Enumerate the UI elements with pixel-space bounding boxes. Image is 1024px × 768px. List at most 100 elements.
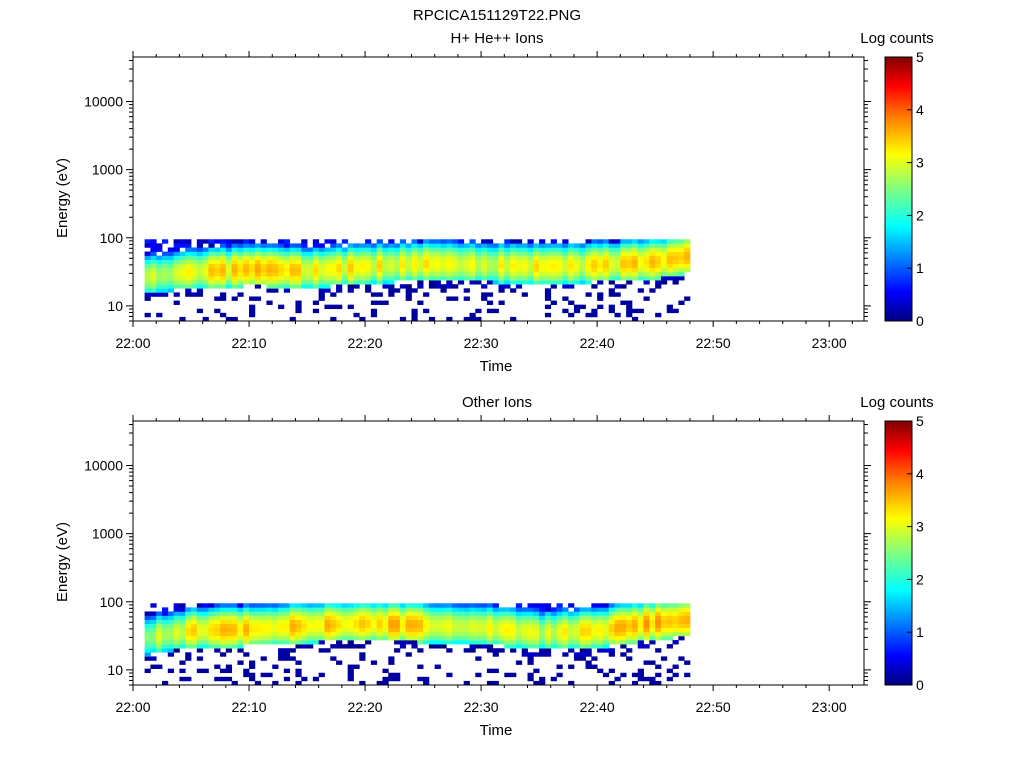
heatmap-cell [515,243,523,248]
heatmap-cell [376,607,383,612]
heatmap-cell [637,263,644,269]
heatmap-cell [243,259,250,265]
heatmap-cell [150,664,157,669]
heatmap-cell [614,247,621,252]
heatmap-cell [446,623,453,629]
heatmap-cell [515,271,523,277]
heatmap-cell [620,243,627,248]
heatmap-cell [672,239,679,244]
heatmap-cell [249,640,256,645]
heatmap-cell [295,263,302,269]
heatmap-cell [568,267,575,273]
heatmap-cell [347,623,354,629]
heatmap-cell [486,680,494,686]
heatmap-cell [399,631,407,637]
heatmap-cell [568,280,575,285]
heatmap-cell [452,623,459,629]
heatmap-cell [620,611,627,616]
heatmap-cell [515,615,523,620]
heatmap-cell [225,267,233,273]
heatmap-cell [481,640,488,645]
heatmap-cell [185,635,192,641]
heatmap-cell [214,664,221,669]
heatmap-cell [191,640,198,645]
heatmap-cell [562,284,569,289]
heatmap-cell [544,247,552,252]
heatmap-cell [539,648,546,653]
heatmap-cell [359,255,366,261]
heatmap-cell [196,615,204,620]
heatmap-cell [533,668,540,674]
heatmap-cell [324,263,331,269]
heatmap-cell [353,611,360,616]
heatmap-cell [428,280,436,285]
heatmap-cell [527,271,534,277]
heatmap-cell [585,627,592,633]
heatmap-cell [231,243,238,248]
heatmap-cell [405,296,412,301]
heatmap-cell [191,631,198,637]
heatmap-cell [585,635,592,641]
heatmap-cell [202,251,209,256]
colorbar-tick-label: 5 [916,49,924,65]
heatmap-cell [527,676,534,682]
heatmap-cell [504,623,511,629]
heatmap-cell [481,631,488,637]
heatmap-cell [655,631,662,637]
colorbar-tick-label: 3 [916,155,924,171]
heatmap-cell [678,243,685,248]
heatmap-cell [504,263,511,269]
heatmap-cell [289,271,296,277]
heatmap-cell [196,284,204,289]
colorbar-tick-label: 0 [916,677,924,693]
heatmap-cell [202,635,209,641]
heatmap-cell [353,243,360,248]
heatmap-cell [539,640,546,645]
heatmap-cell [405,292,412,297]
heatmap-cell [428,644,436,649]
heatmap-cell [167,251,175,256]
heatmap-cell [457,251,465,256]
heatmap-cell [579,635,586,641]
heatmap-cell [684,263,691,269]
heatmap-cell [428,255,436,261]
heatmap-cell [254,284,262,289]
heatmap-cell [463,247,470,252]
heatmap-cell [428,603,436,608]
heatmap-cell [620,300,627,305]
heatmap-cell [399,623,407,629]
heatmap-cell [533,247,540,252]
heatmap-cell [504,259,511,265]
heatmap-cell [196,623,204,629]
heatmap-cell [278,615,285,620]
heatmap-cell [446,239,453,244]
heatmap-cell [486,247,494,252]
heatmap-cell [533,276,540,281]
heatmap-cell [220,676,227,682]
heatmap-cell [324,631,331,637]
heatmap-cell [237,660,244,665]
heatmap-cell [388,271,395,277]
heatmap-cell [243,623,250,629]
heatmap-cell [278,623,285,629]
heatmap-cell [457,263,465,269]
heatmap-cell [196,263,204,269]
heatmap-cell [556,644,563,649]
heatmap-cell [249,308,256,314]
heatmap-cell [608,271,615,277]
heatmap-cell [591,623,598,629]
heatmap-cell [486,280,494,285]
heatmap-cell [382,259,389,265]
heatmap-cell [469,316,476,322]
heatmap-cell [521,623,528,629]
heatmap-cell [411,251,418,256]
heatmap-cell [283,623,291,629]
heatmap-cell [643,247,650,252]
heatmap-cell [631,267,639,273]
heatmap-cell [573,247,581,252]
heatmap-cell [283,255,291,261]
heatmap-cell [550,640,557,645]
heatmap-cell [533,251,540,256]
heatmap-cell [614,284,621,289]
heatmap-cell [672,631,679,637]
